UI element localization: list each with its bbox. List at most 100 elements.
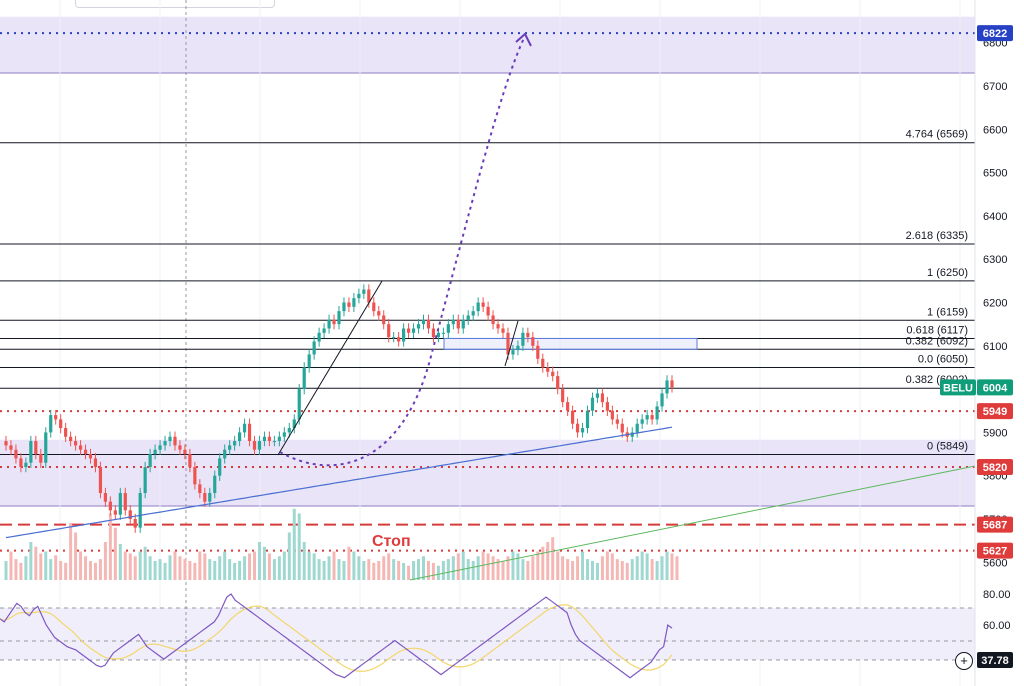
volume-bar (576, 556, 580, 580)
volume-bar (188, 561, 192, 580)
volume-bar (352, 551, 356, 580)
candle-body (257, 441, 262, 450)
volume-bar (69, 523, 73, 580)
candle-body (203, 493, 207, 502)
candle-body (183, 449, 187, 455)
candle-body (59, 419, 63, 429)
candle-body (357, 293, 361, 299)
volume-bar (88, 561, 92, 580)
candle-body (362, 289, 366, 294)
volume-bar (198, 551, 202, 580)
volume-bar (377, 561, 381, 580)
volume-bar (203, 553, 207, 580)
volume-bar (491, 556, 495, 580)
candle-body (327, 319, 331, 329)
volume-bar (397, 561, 401, 580)
candle-body (665, 380, 669, 394)
candle-body (461, 319, 465, 329)
volume-bar (640, 551, 644, 580)
volume-bar (546, 542, 550, 580)
candle-body (531, 337, 535, 346)
candle-body (402, 328, 406, 342)
candle-body (297, 389, 301, 420)
volume-bar (253, 551, 257, 580)
candle-body (83, 449, 88, 455)
volume-bar (267, 553, 271, 580)
volume-bar (123, 551, 127, 580)
axis-bg (975, 0, 1024, 686)
drawings-layer: Стоп (277, 32, 976, 581)
volume-bar (238, 561, 242, 580)
candle-body (610, 410, 614, 420)
candle-body (302, 367, 306, 390)
volume-bar (44, 551, 48, 580)
candle-body (660, 393, 664, 407)
candle-body (262, 436, 267, 442)
candle-body (282, 432, 286, 437)
fib-layer: 4.764 (6569) 2.618 (6335) 1 (6250) 1 (6159)… (0, 129, 975, 455)
volume-bar (103, 542, 107, 580)
volume-bar (74, 532, 78, 580)
grid-layer (59, 0, 961, 686)
candle-body (590, 397, 595, 411)
candle-body (54, 415, 58, 420)
candle-body (4, 441, 8, 446)
candle-body (416, 324, 421, 329)
volume-bar (317, 559, 321, 580)
volume-bar (372, 562, 376, 580)
volume-bar (243, 556, 247, 580)
volume-bar (431, 562, 435, 580)
volume-bar (446, 559, 450, 580)
candle-body (223, 449, 227, 459)
rsi-band (0, 608, 975, 660)
volume-bar (54, 555, 58, 580)
candle-body (322, 328, 326, 333)
candle-body (118, 493, 122, 515)
candle-body (153, 449, 157, 455)
volume-bar (392, 559, 396, 580)
price-tick: 6500 (983, 168, 1007, 180)
candle-body (372, 302, 376, 312)
fib-label: 4.764 (6569) (906, 129, 968, 141)
volume-bar (581, 551, 585, 580)
volume-bar (436, 565, 440, 580)
volume-bar (675, 556, 679, 580)
level-5949-badge-text: 5949 (983, 406, 1007, 418)
rsi-value-badge-text: 37.78 (981, 655, 1009, 667)
candle-body (640, 419, 644, 424)
volume-bar (387, 553, 391, 580)
volume-bar (476, 556, 480, 580)
volume-bar (357, 556, 361, 580)
volume-bar (332, 551, 336, 580)
volume-bar (561, 556, 565, 580)
candle-body (382, 315, 386, 325)
add-indicator-button[interactable]: + (955, 652, 973, 670)
fib-box (443, 337, 698, 350)
candle-body (228, 445, 232, 450)
top-toolbar-tab[interactable] (75, 0, 275, 8)
moving-average-line (5, 426, 673, 539)
volume-bar (34, 546, 38, 580)
volume-bar (402, 562, 406, 580)
candle-body (188, 454, 192, 468)
price-tick: 6200 (983, 298, 1007, 310)
rsi-layer (0, 593, 975, 679)
candle-body (317, 332, 321, 342)
candle-body (441, 332, 445, 334)
volume-bar (59, 561, 63, 580)
volume-bar (257, 542, 261, 580)
volume-bar (521, 559, 525, 580)
candle-body (78, 445, 83, 450)
volume-bar (218, 556, 222, 580)
price-axis: 6800670066006500640063006200610059005800… (974, 0, 1024, 686)
candle-body (342, 302, 346, 312)
volume-bar (417, 559, 421, 580)
level-5820-badge-text: 5820 (983, 462, 1007, 474)
candle-body (546, 367, 550, 372)
candle-body (148, 454, 152, 468)
candle-body (108, 501, 112, 511)
volume-bar (426, 561, 430, 580)
levels-layer (0, 32, 975, 552)
candle-body (645, 415, 649, 420)
